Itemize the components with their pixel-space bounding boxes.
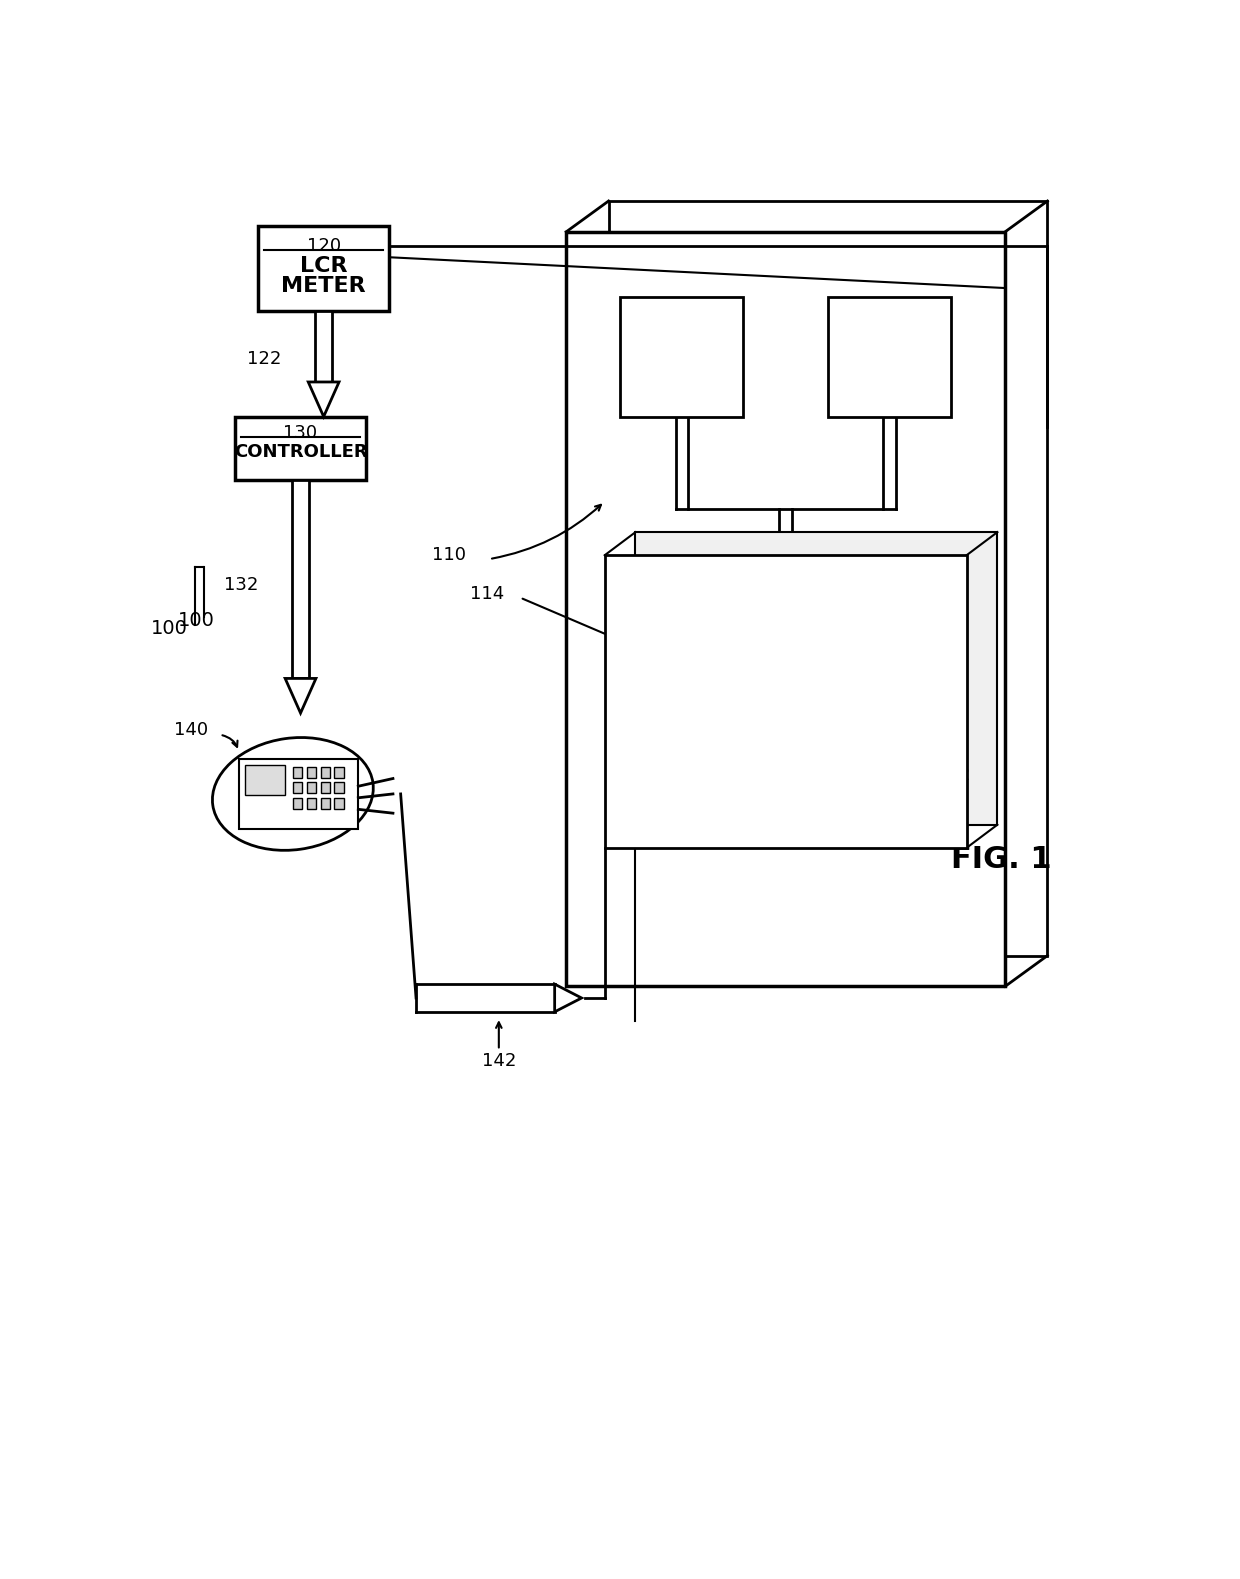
Bar <box>293 480 309 679</box>
Ellipse shape <box>212 737 373 851</box>
Polygon shape <box>309 382 339 417</box>
Text: 132: 132 <box>224 576 258 594</box>
Text: 142: 142 <box>481 1052 516 1071</box>
Bar <box>321 767 330 778</box>
Text: FIG. 1: FIG. 1 <box>951 845 1052 873</box>
Text: LCR: LCR <box>300 256 347 276</box>
Bar <box>239 759 358 829</box>
Bar <box>315 311 332 382</box>
Text: 100: 100 <box>179 611 215 630</box>
Bar <box>246 766 285 794</box>
Bar <box>306 797 316 808</box>
Bar <box>306 767 316 778</box>
Text: 130: 130 <box>284 425 317 442</box>
Text: 114: 114 <box>470 584 505 603</box>
Text: 140: 140 <box>174 722 208 739</box>
Bar <box>293 797 303 808</box>
Polygon shape <box>609 201 1048 955</box>
Text: 110: 110 <box>432 546 466 564</box>
Bar <box>293 767 303 778</box>
Text: 120: 120 <box>306 237 341 256</box>
Bar <box>258 226 389 311</box>
Bar <box>335 782 343 793</box>
Bar <box>605 556 967 848</box>
Bar <box>620 297 743 417</box>
Polygon shape <box>285 679 316 714</box>
Text: 100: 100 <box>150 619 187 638</box>
Bar <box>567 232 1006 987</box>
Bar <box>335 797 343 808</box>
Bar <box>335 767 343 778</box>
Bar <box>306 782 316 793</box>
Bar <box>293 782 303 793</box>
Polygon shape <box>635 532 997 824</box>
Bar <box>321 782 330 793</box>
Bar <box>321 797 330 808</box>
Text: METER: METER <box>281 276 366 297</box>
Text: CONTROLLER: CONTROLLER <box>233 442 367 461</box>
Text: 122: 122 <box>247 349 281 368</box>
Text: 112: 112 <box>936 766 970 783</box>
Polygon shape <box>554 984 582 1012</box>
Bar <box>828 297 951 417</box>
Bar <box>236 417 366 480</box>
